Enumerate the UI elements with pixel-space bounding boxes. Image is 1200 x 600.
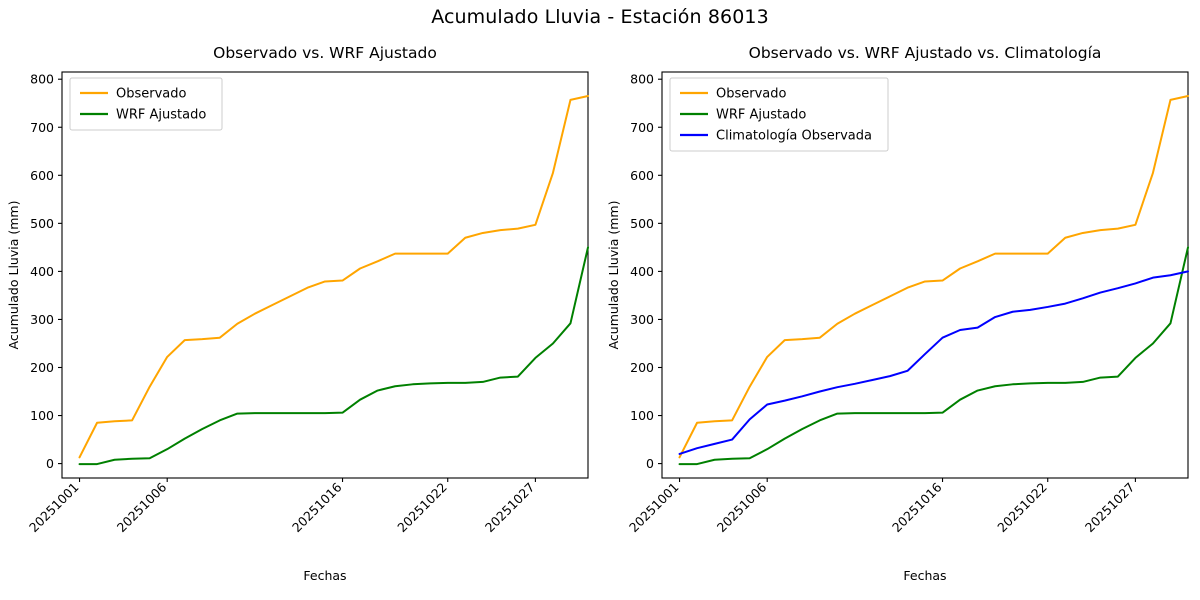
- y-tick-label: 800: [630, 72, 654, 87]
- y-tick-label: 800: [30, 72, 54, 87]
- x-axis-label: Fechas: [303, 568, 346, 583]
- series-line-wrf-ajustado: [78, 246, 589, 466]
- y-tick-label: 500: [30, 216, 54, 231]
- figure-suptitle: Acumulado Lluvia - Estación 86013: [431, 6, 769, 28]
- y-tick-label: 600: [630, 168, 654, 183]
- x-tick-label: 20251006: [714, 479, 770, 535]
- subplot-right: Observado vs. WRF Ajustado vs. Climatolo…: [600, 0, 1200, 600]
- x-tick-label: 20251001: [626, 480, 682, 536]
- axes-frame: [661, 71, 1189, 479]
- legend-label: Climatología Observada: [716, 129, 872, 144]
- legend-label: WRF Ajustado: [716, 108, 806, 123]
- subplot-left: Observado vs. WRF Ajustado 0 100 200 300 400 5…: [6, 44, 589, 583]
- x-tick-label: 20251022: [994, 480, 1050, 536]
- y-axis-label: Acumulado Lluvia (mm): [606, 201, 621, 350]
- y-axis-label: Acumulado Lluvia (mm): [6, 201, 21, 350]
- y-tick-label: 300: [30, 312, 54, 327]
- y-tick-label: 700: [30, 120, 54, 135]
- axes-frame: [61, 71, 589, 479]
- legend-label: Observado: [716, 87, 787, 102]
- subplot-left-svg: Observado vs. WRF Ajustado 0 100 200 300 400 5…: [6, 44, 589, 583]
- y-tick-label: 500: [630, 216, 654, 231]
- series-line-observado: [78, 95, 589, 459]
- series-line-climatolog-a-observada: [678, 270, 1189, 455]
- y-tick-label: 700: [630, 120, 654, 135]
- y-tick-label: 400: [630, 264, 654, 279]
- y-tick-label: 600: [30, 168, 54, 183]
- x-tick-label: 20251016: [889, 479, 945, 535]
- y-tick-label: 0: [46, 456, 54, 471]
- x-tick-label: 20251016: [289, 479, 345, 535]
- x-axis-label: Fechas: [903, 568, 946, 583]
- x-tick-label: 20251027: [482, 480, 538, 536]
- y-tick-label: 400: [30, 264, 54, 279]
- y-tick-label: 200: [30, 360, 54, 375]
- subplot-title: Observado vs. WRF Ajustado vs. Climatolo…: [749, 44, 1102, 62]
- x-tick-label: 20251027: [1082, 480, 1138, 536]
- y-tick-label: 100: [630, 408, 654, 423]
- subplot-title: Observado vs. WRF Ajustado: [213, 44, 437, 62]
- legend-label: Observado: [116, 87, 187, 102]
- subplot-right-svg: Observado vs. WRF Ajustado vs. Climatolo…: [606, 44, 1189, 583]
- y-tick-label: 300: [630, 312, 654, 327]
- series-line-wrf-ajustado: [678, 246, 1189, 466]
- series-line-observado: [678, 95, 1189, 459]
- y-tick-label: 0: [646, 456, 654, 471]
- x-tick-label: 20251022: [394, 480, 450, 536]
- y-tick-label: 200: [630, 360, 654, 375]
- legend-box: [669, 77, 889, 152]
- legend-label: WRF Ajustado: [116, 108, 206, 123]
- x-tick-label: 20251006: [114, 479, 170, 535]
- legend-box: [69, 77, 223, 131]
- x-tick-label: 20251001: [26, 480, 82, 536]
- y-tick-label: 100: [30, 408, 54, 423]
